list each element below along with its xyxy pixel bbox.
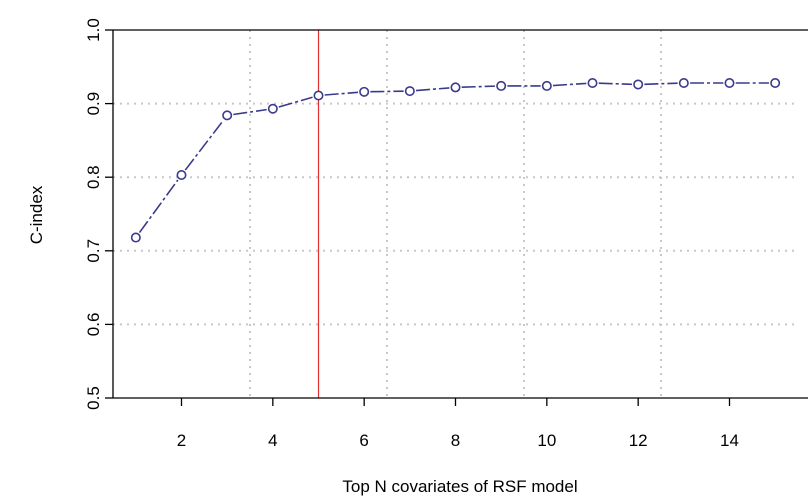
series-line-segment: [644, 82, 678, 86]
data-point: [541, 80, 552, 91]
series-line-segment: [370, 90, 404, 93]
x-tick-label: 14: [720, 431, 739, 450]
y-axis-label: C-index: [27, 185, 46, 244]
series-line-segment: [598, 82, 632, 86]
y-tick-label: 1.0: [84, 18, 103, 42]
axes-layer: [112, 29, 808, 399]
data-point: [770, 77, 781, 88]
data-point: [267, 103, 278, 114]
series-line-segment: [233, 108, 267, 116]
data-point: [633, 79, 644, 90]
data-point: [496, 80, 507, 91]
data-point: [313, 90, 324, 101]
series-line-segment: [415, 87, 450, 92]
series-layer: [130, 77, 781, 243]
x-axis-label: Top N covariates of RSF model: [342, 477, 577, 496]
data-point: [359, 86, 370, 97]
x-tick-label: 2: [177, 431, 186, 450]
tick-layer: 0.5 0.6 0.7 0.8 0.9 1.0 2 4 6 8 10 12 14: [84, 18, 739, 450]
data-point: [450, 82, 461, 93]
x-tick-label: 10: [537, 431, 556, 450]
y-tick-label: 0.9: [84, 92, 103, 116]
grid-layer: [113, 30, 798, 398]
series-line-segment: [138, 179, 179, 234]
x-tick-label: 6: [359, 431, 368, 450]
series-line-segment: [184, 119, 225, 171]
series-line-segment: [552, 82, 587, 87]
y-tick-label: 0.7: [84, 239, 103, 263]
x-tick-label: 12: [629, 431, 648, 450]
y-tick-label: 0.6: [84, 313, 103, 337]
x-tick-label: 4: [268, 431, 277, 450]
series-line-segment: [278, 96, 313, 108]
data-point: [587, 77, 598, 88]
series-line-segment: [461, 85, 495, 89]
x-tick-label: 8: [451, 431, 460, 450]
y-tick-label: 0.8: [84, 165, 103, 189]
data-point: [724, 77, 735, 88]
series-line-segment: [324, 91, 359, 96]
y-tick-label: 0.5: [84, 386, 103, 410]
data-point: [130, 232, 141, 243]
data-point: [404, 86, 415, 97]
data-point: [222, 110, 233, 121]
data-point: [678, 77, 689, 88]
data-point: [176, 169, 187, 180]
